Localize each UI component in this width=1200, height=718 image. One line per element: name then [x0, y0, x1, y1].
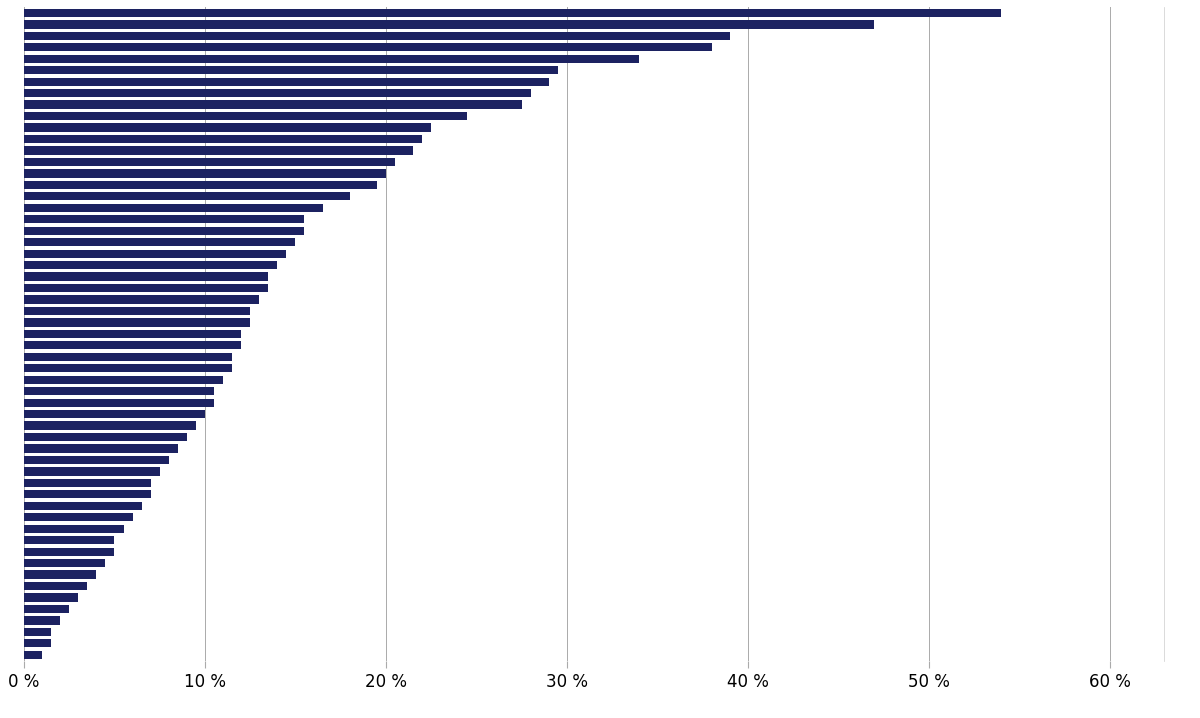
Bar	[24, 101, 522, 108]
Bar	[24, 616, 60, 625]
Bar	[24, 135, 422, 143]
Bar	[24, 227, 305, 235]
Bar	[24, 204, 323, 212]
Bar	[24, 341, 241, 350]
Bar	[24, 307, 250, 315]
Bar	[24, 490, 151, 498]
Bar	[24, 582, 88, 590]
Bar	[24, 215, 305, 223]
Bar	[24, 192, 349, 200]
Bar	[24, 376, 223, 384]
Bar	[24, 479, 151, 487]
Bar	[24, 318, 250, 327]
Bar	[24, 605, 70, 613]
Bar	[24, 261, 277, 269]
Bar	[24, 284, 269, 292]
Bar	[24, 536, 114, 544]
Bar	[24, 387, 214, 396]
Bar	[24, 181, 377, 189]
Bar	[24, 78, 548, 86]
Bar	[24, 593, 78, 602]
Bar	[24, 456, 169, 464]
Bar	[24, 330, 241, 338]
Bar	[24, 55, 640, 63]
Bar	[24, 123, 431, 131]
Bar	[24, 32, 730, 40]
Bar	[24, 43, 712, 52]
Bar	[24, 467, 160, 475]
Bar	[24, 502, 142, 510]
Bar	[24, 513, 132, 521]
Bar	[24, 433, 187, 441]
Bar	[24, 559, 106, 567]
Bar	[24, 525, 124, 533]
Bar	[24, 571, 96, 579]
Bar	[24, 628, 52, 636]
Bar	[24, 238, 295, 246]
Bar	[24, 444, 178, 452]
Bar	[24, 169, 386, 177]
Bar	[24, 295, 259, 304]
Bar	[24, 548, 114, 556]
Bar	[24, 66, 558, 75]
Bar	[24, 20, 875, 29]
Bar	[24, 398, 214, 407]
Bar	[24, 9, 1001, 17]
Bar	[24, 639, 52, 648]
Bar	[24, 364, 232, 373]
Bar	[24, 353, 232, 361]
Bar	[24, 410, 205, 419]
Bar	[24, 249, 287, 258]
Bar	[24, 651, 42, 659]
Bar	[24, 158, 395, 166]
Bar	[24, 112, 467, 120]
Bar	[24, 89, 530, 97]
Bar	[24, 421, 196, 429]
Bar	[24, 146, 413, 154]
Bar	[24, 272, 269, 281]
